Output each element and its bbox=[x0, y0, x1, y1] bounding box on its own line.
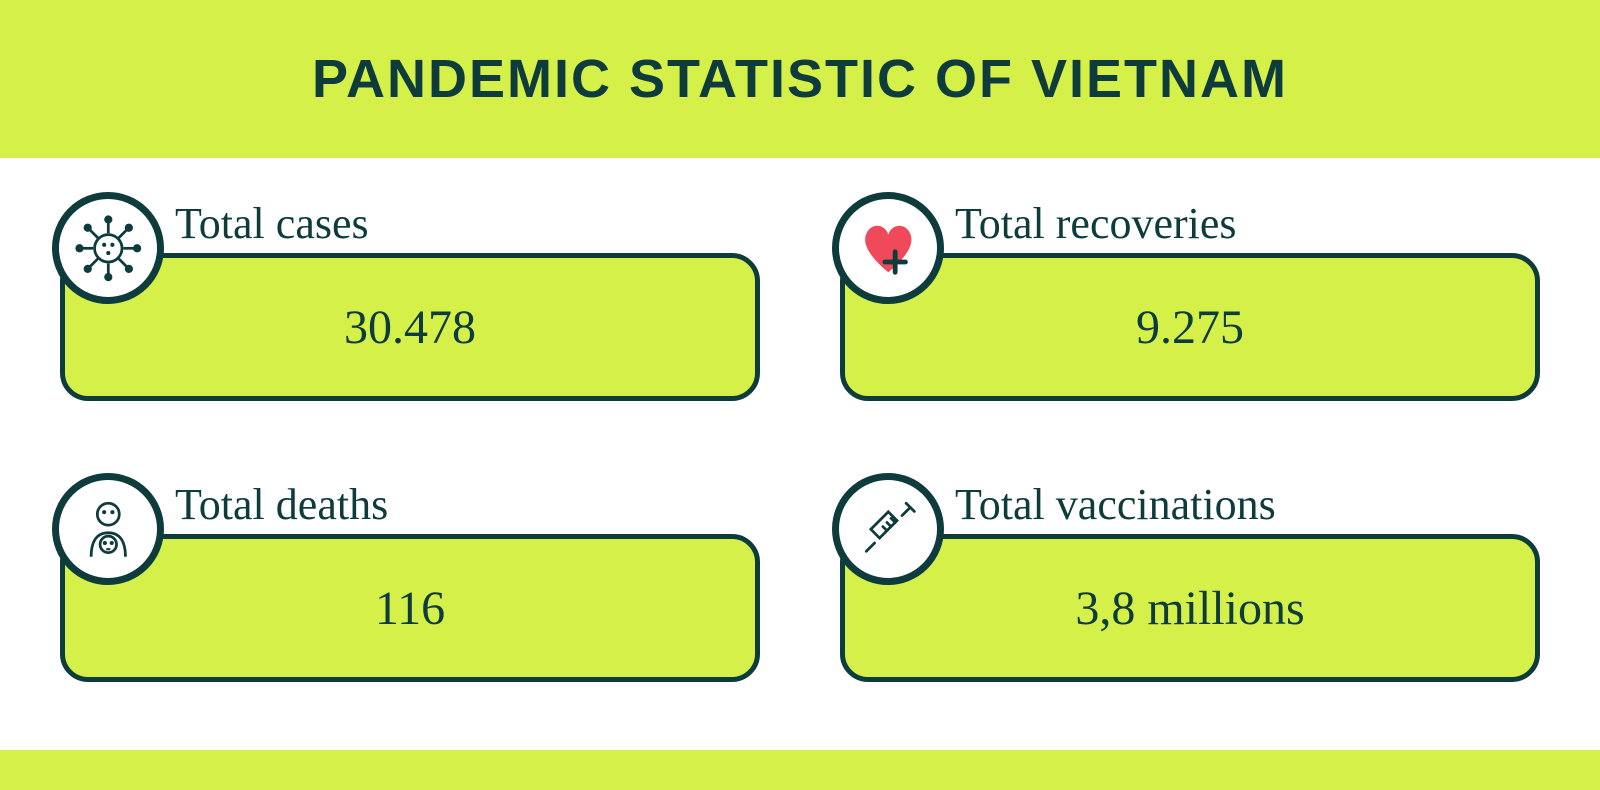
stat-card-recoveries: Total recoveries 9.275 bbox=[840, 198, 1540, 439]
stat-value-box: 3,8 millions bbox=[840, 534, 1540, 682]
stat-value: 9.275 bbox=[1136, 300, 1244, 355]
syringe-icon bbox=[832, 473, 944, 585]
virus-icon bbox=[52, 192, 164, 304]
stat-card-deaths: Total deaths 116 bbox=[60, 479, 760, 720]
stat-card-cases: Total cases 30.478 bbox=[60, 198, 760, 439]
stat-value: 30.478 bbox=[344, 300, 476, 355]
stat-value: 3,8 millions bbox=[1075, 581, 1304, 636]
stat-value-box: 9.275 bbox=[840, 253, 1540, 401]
stats-grid: Total cases 30.478 Total recoveries 9.27… bbox=[0, 158, 1600, 750]
stat-label: Total cases bbox=[175, 198, 760, 249]
stat-card-vaccinations: Total vaccinations 3,8 millions bbox=[840, 479, 1540, 720]
skull-person-icon bbox=[52, 473, 164, 585]
heart-plus-icon bbox=[832, 192, 944, 304]
stat-label: Total recoveries bbox=[955, 198, 1540, 249]
stat-value-box: 116 bbox=[60, 534, 760, 682]
stat-label: Total vaccinations bbox=[955, 479, 1540, 530]
stat-label: Total deaths bbox=[175, 479, 760, 530]
stat-value: 116 bbox=[375, 581, 445, 636]
header-banner: PANDEMIC STATISTIC OF VIETNAM bbox=[0, 0, 1600, 158]
stat-value-box: 30.478 bbox=[60, 253, 760, 401]
page-title: PANDEMIC STATISTIC OF VIETNAM bbox=[312, 48, 1288, 110]
footer-banner bbox=[0, 750, 1600, 790]
